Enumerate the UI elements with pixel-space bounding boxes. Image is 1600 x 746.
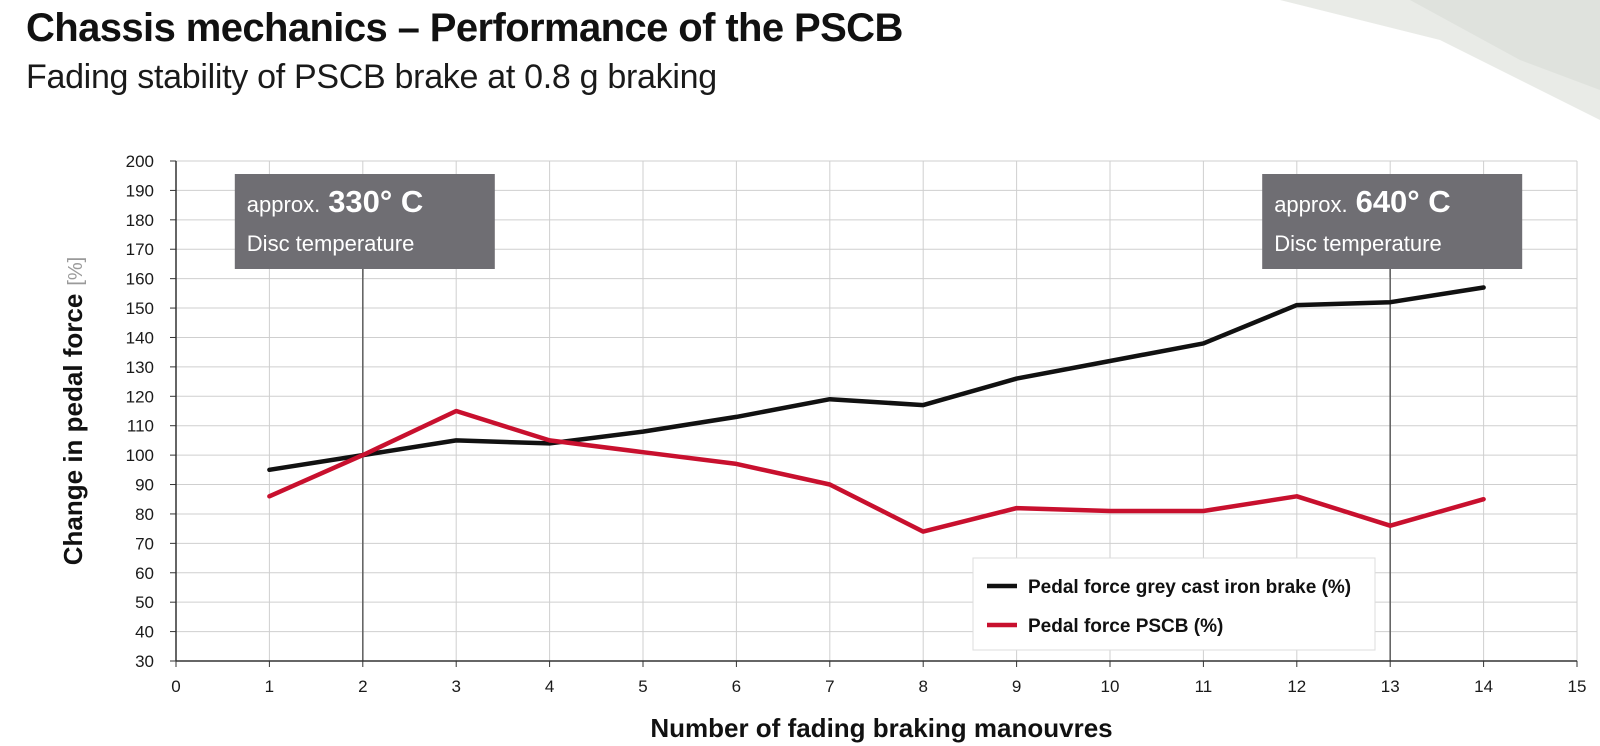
y-tick-label: 50 — [135, 593, 154, 612]
x-tick-label: 4 — [545, 677, 554, 696]
y-tick-label: 90 — [135, 476, 154, 495]
y-tick-label: 140 — [126, 328, 154, 347]
y-tick-label: 100 — [126, 446, 154, 465]
annotation-prefix: approx. — [1274, 192, 1347, 217]
annotation-box-bg — [234, 174, 495, 269]
x-tick-label: 13 — [1381, 677, 1400, 696]
legend: Pedal force grey cast iron brake (%) Peda… — [972, 557, 1376, 651]
legend-label: Pedal force PSCB (%) — [1028, 616, 1223, 637]
x-axis-title: Number of fading braking manouvres — [650, 713, 1112, 743]
page-title: Chassis mechanics – Performance of the P… — [26, 6, 903, 50]
x-tick-label: 5 — [638, 677, 647, 696]
annotation-temperature: approx. 330° C — [247, 184, 424, 219]
x-tick-label: 7 — [825, 677, 834, 696]
y-tick-label: 170 — [126, 240, 154, 259]
annotation-box: approx. 330° C Disc temperature — [234, 174, 495, 277]
y-tick-label: 120 — [126, 387, 154, 406]
annotation-value: 330° C — [328, 184, 423, 219]
annotation-temperature: approx. 640° C — [1274, 184, 1451, 219]
x-tick-label: 11 — [1195, 677, 1213, 696]
series-lines — [267, 285, 1486, 534]
series-line-grey-cast-iron — [267, 285, 1486, 473]
x-tick-label: 15 — [1568, 677, 1587, 696]
y-tick-label: 180 — [126, 211, 154, 230]
y-tick-label: 110 — [127, 417, 154, 436]
annotation-boxes: approx. 330° C Disc temperature approx. 640°… — [234, 174, 1523, 277]
y-tick-label: 80 — [135, 505, 154, 524]
y-tick-label: 60 — [135, 564, 154, 583]
legend-box — [972, 557, 1376, 651]
y-tick-label: 200 — [126, 152, 154, 171]
x-tick-label: 3 — [451, 677, 460, 696]
y-tick-label: 190 — [126, 181, 154, 200]
axes: 3040506070809010011012013014015016017018… — [58, 152, 1586, 743]
x-tick-label: 0 — [171, 677, 180, 696]
y-axis-unit: [%] — [65, 257, 87, 286]
y-axis-title: Change in pedal force [%] — [58, 257, 88, 566]
y-tick-label: 150 — [126, 299, 154, 318]
y-tick-label: 70 — [135, 534, 154, 553]
annotation-label: Disc temperature — [1274, 231, 1442, 256]
y-tick-label: 40 — [135, 623, 154, 642]
y-axis-title-text: Change in pedal force — [58, 294, 88, 566]
legend-label: Pedal force grey cast iron brake (%) — [1028, 577, 1351, 598]
x-tick-label: 8 — [918, 677, 927, 696]
page-subtitle: Fading stability of PSCB brake at 0.8 g … — [26, 58, 717, 96]
x-tick-label: 12 — [1287, 677, 1306, 696]
corner-decoration — [1280, 0, 1600, 120]
y-tick-label: 30 — [135, 652, 154, 671]
y-tick-label: 130 — [126, 358, 154, 377]
annotation-value: 640° C — [1356, 184, 1451, 219]
x-tick-label: 9 — [1012, 677, 1021, 696]
y-tick-label: 160 — [126, 270, 154, 289]
annotation-box: approx. 640° C Disc temperature — [1262, 174, 1523, 277]
x-tick-label: 6 — [732, 677, 741, 696]
series-line-pscb — [267, 408, 1486, 534]
annotation-box-bg — [1262, 174, 1523, 269]
x-tick-label: 1 — [265, 677, 274, 696]
annotation-prefix: approx. — [247, 192, 320, 217]
x-tick-label: 2 — [358, 677, 367, 696]
annotation-label: Disc temperature — [247, 231, 415, 256]
x-tick-label: 10 — [1101, 677, 1120, 696]
x-tick-label: 14 — [1474, 677, 1493, 696]
annotation-lines — [361, 262, 1391, 661]
